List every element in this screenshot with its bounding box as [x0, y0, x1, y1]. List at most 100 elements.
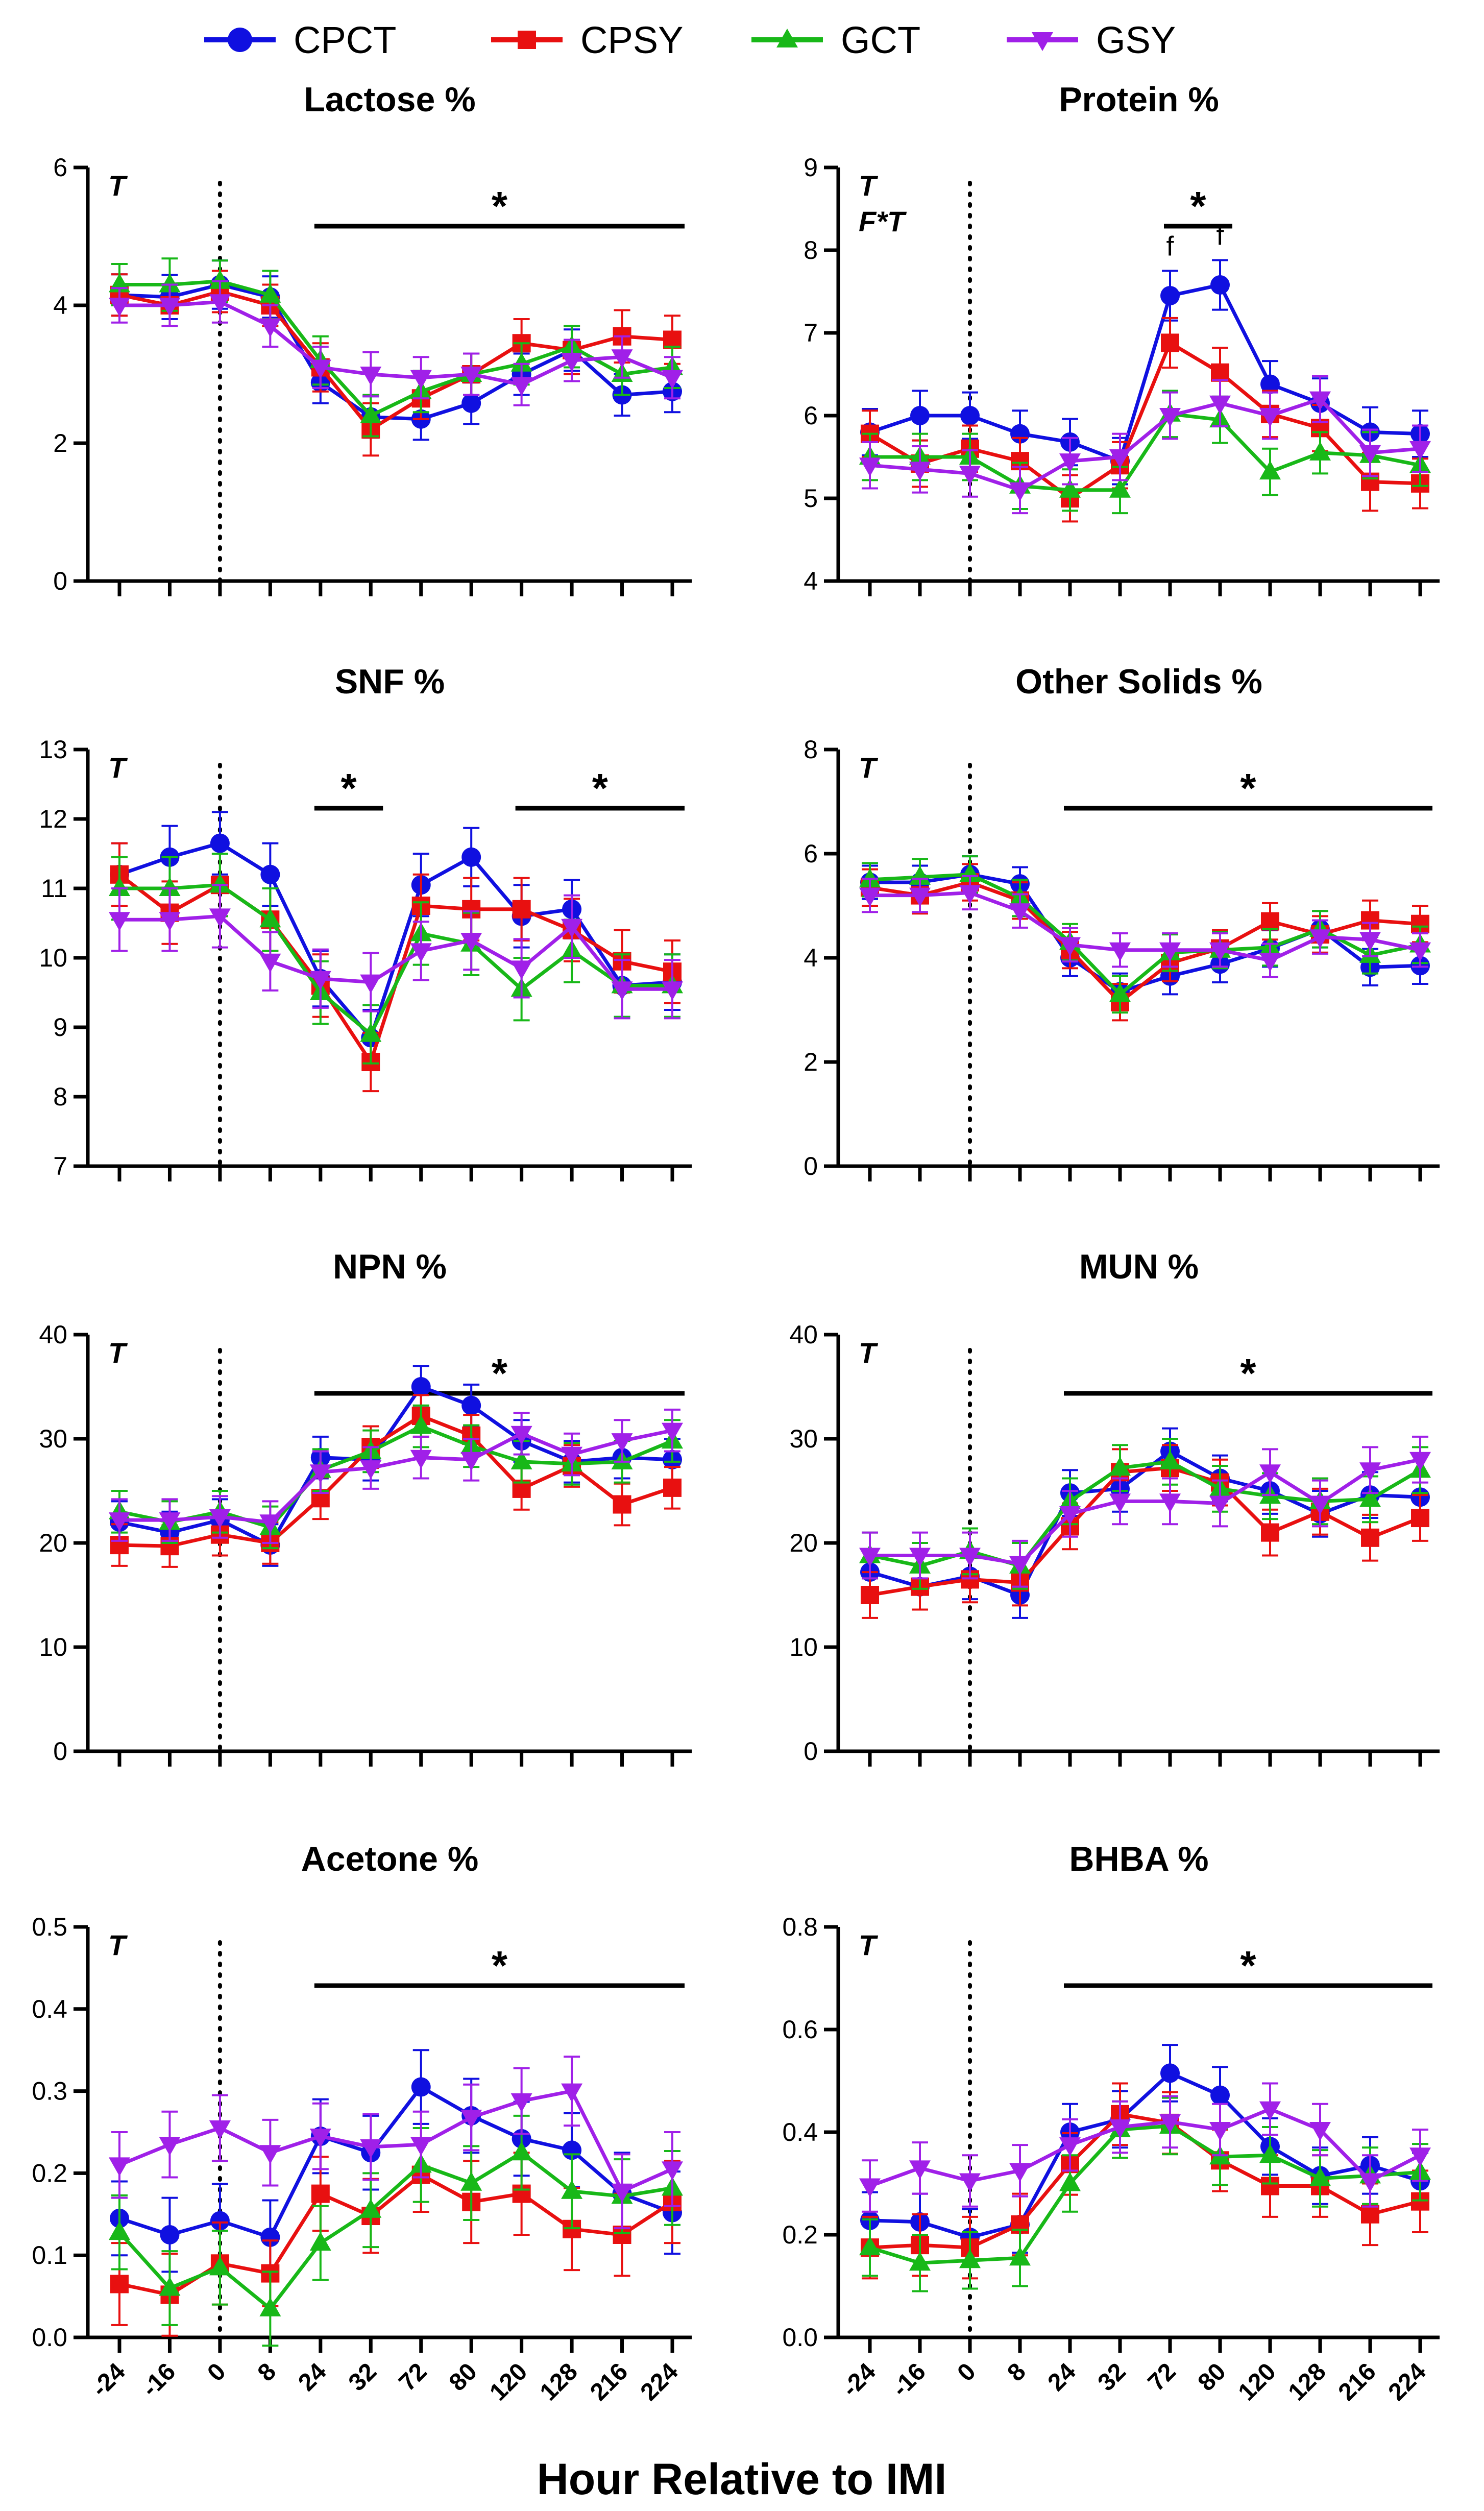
y-tick-label: 6 — [53, 153, 67, 182]
data-point — [1160, 2063, 1180, 2083]
data-point — [1359, 1462, 1381, 1482]
data-point — [662, 981, 683, 1001]
significance-star: * — [592, 765, 609, 811]
panel-4: Other Solids % 0 2 4 6 8 T * — [804, 662, 1440, 1181]
data-point — [611, 2183, 633, 2203]
data-point — [1309, 1495, 1331, 1515]
x-tick-label: 24 — [293, 2358, 331, 2396]
series-line — [119, 1414, 673, 1548]
y-tick-label: 0.6 — [782, 2015, 818, 2044]
data-point — [360, 1460, 382, 1480]
data-point — [1159, 1450, 1181, 1469]
series-line — [869, 1460, 1421, 1568]
series-cpct — [110, 811, 682, 1067]
y-tick-label: 0.1 — [32, 2241, 67, 2269]
data-point — [859, 887, 881, 907]
y-tick-label: 5 — [804, 484, 818, 513]
data-point — [410, 1415, 432, 1434]
data-point — [1059, 453, 1081, 473]
data-point — [1160, 286, 1180, 306]
series-line — [870, 1458, 1421, 1566]
data-point — [1209, 942, 1231, 961]
data-point — [1059, 2172, 1081, 2191]
data-point — [259, 1514, 281, 1534]
data-point — [411, 2077, 431, 2097]
data-point — [959, 466, 981, 485]
data-point — [909, 865, 931, 885]
data-point — [360, 974, 382, 994]
data-point — [159, 877, 181, 896]
data-point — [260, 864, 280, 884]
data-point — [561, 2180, 583, 2199]
data-point — [611, 981, 633, 1001]
significance-star: * — [492, 1943, 508, 1988]
data-point — [460, 2171, 482, 2191]
y-tick-label: 40 — [789, 1320, 818, 1349]
data-point — [1109, 983, 1131, 1002]
data-point — [1059, 2137, 1081, 2157]
x-tick-label: 216 — [585, 2358, 633, 2406]
y-tick-label: 4 — [804, 944, 818, 972]
data-point — [510, 377, 532, 396]
data-point — [1361, 1528, 1379, 1547]
data-point — [1359, 1488, 1381, 1507]
y-tick-label: 6 — [804, 401, 818, 430]
data-point — [109, 877, 130, 896]
series-line — [119, 914, 672, 991]
data-point — [1109, 449, 1131, 468]
y-tick-label: 0 — [804, 1737, 818, 1766]
data-point — [410, 943, 432, 962]
data-point — [613, 1495, 631, 1514]
data-point — [909, 2160, 931, 2180]
data-point — [1361, 2205, 1379, 2224]
data-point — [561, 919, 583, 938]
data-point — [410, 370, 432, 389]
data-point — [1209, 2121, 1231, 2141]
legend: CPCT CPSY GCT GSY — [204, 19, 1176, 61]
data-point — [510, 960, 532, 980]
data-point — [1009, 2247, 1031, 2266]
data-point — [1009, 2163, 1031, 2182]
series-cpct — [110, 2049, 682, 2276]
data-point — [959, 2173, 981, 2192]
data-point — [159, 298, 181, 317]
data-point — [959, 2249, 981, 2268]
data-point — [1210, 275, 1230, 295]
data-point — [360, 404, 382, 423]
panel-5: NPN % 0 10 20 30 40 T * — [39, 1247, 692, 1767]
data-point — [959, 885, 981, 904]
series-gsy — [109, 2056, 683, 2230]
data-point — [1359, 932, 1381, 951]
series-gct — [109, 2114, 683, 2347]
x-tick-label: 224 — [636, 2358, 684, 2406]
panel-2: Protein % 4 5 6 7 8 9 TF*T * f f — [804, 80, 1440, 596]
data-point — [909, 887, 931, 907]
x-tick-label: 216 — [1333, 2358, 1381, 2406]
y-tick-label: 0.2 — [32, 2159, 67, 2187]
y-tick-label: 20 — [789, 1529, 818, 1557]
point-label: f — [1166, 231, 1174, 262]
panel-title: Acetone % — [301, 1840, 479, 1878]
series-gct — [859, 2096, 1431, 2292]
data-point — [1259, 2101, 1281, 2120]
data-point — [159, 1512, 181, 1532]
series-line — [118, 2085, 673, 2239]
data-point — [1409, 2147, 1431, 2167]
data-point — [662, 1422, 683, 1442]
series-line — [869, 1449, 1421, 1597]
data-point — [1309, 929, 1331, 949]
data-point — [1059, 937, 1081, 956]
data-point — [959, 1548, 981, 1567]
data-point — [611, 349, 633, 369]
data-point — [859, 2178, 881, 2198]
significance-star: * — [492, 1350, 508, 1396]
legend-label-gsy: GSY — [1096, 19, 1176, 61]
panel-title: BHBA % — [1069, 1840, 1208, 1878]
legend-label-gct: GCT — [841, 19, 920, 61]
data-point — [309, 1464, 331, 1484]
data-point — [1009, 903, 1031, 923]
series-line — [869, 1466, 1421, 1597]
data-point — [1261, 912, 1279, 931]
data-point — [461, 1395, 481, 1415]
series-cpsy — [861, 1444, 1429, 1619]
